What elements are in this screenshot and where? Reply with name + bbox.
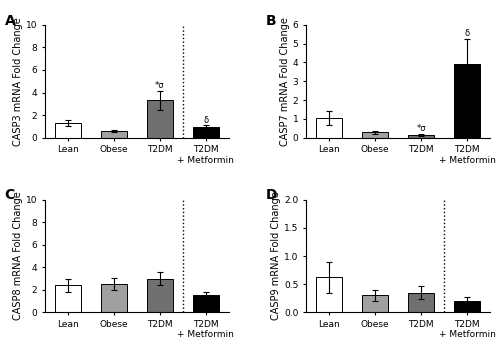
Text: *σ: *σ	[416, 125, 426, 133]
Bar	[362, 295, 388, 312]
Bar	[148, 279, 172, 312]
Bar	[454, 301, 479, 312]
Y-axis label: CASP9 mRNA Fold Change: CASP9 mRNA Fold Change	[272, 192, 281, 321]
Bar	[408, 135, 434, 138]
Bar	[454, 64, 479, 138]
Text: C: C	[4, 189, 15, 202]
Bar	[102, 284, 126, 312]
Bar	[316, 278, 342, 312]
Y-axis label: CASP8 mRNA Fold Change: CASP8 mRNA Fold Change	[13, 192, 23, 321]
Bar	[56, 123, 80, 138]
Text: B: B	[266, 13, 276, 28]
Bar	[194, 127, 218, 138]
Bar	[56, 285, 80, 312]
Text: δ: δ	[204, 116, 208, 125]
Bar	[408, 293, 434, 312]
Text: *σ: *σ	[155, 81, 164, 90]
Text: A: A	[4, 13, 16, 28]
Bar	[148, 100, 172, 138]
Bar	[362, 132, 388, 138]
Bar	[316, 118, 342, 138]
Bar	[102, 131, 126, 138]
Text: δ: δ	[464, 29, 469, 38]
Bar	[194, 295, 218, 312]
Y-axis label: CASP3 mRNA Fold Change: CASP3 mRNA Fold Change	[13, 17, 23, 146]
Y-axis label: CASP7 mRNA Fold Change: CASP7 mRNA Fold Change	[280, 17, 290, 146]
Text: D: D	[266, 189, 277, 202]
